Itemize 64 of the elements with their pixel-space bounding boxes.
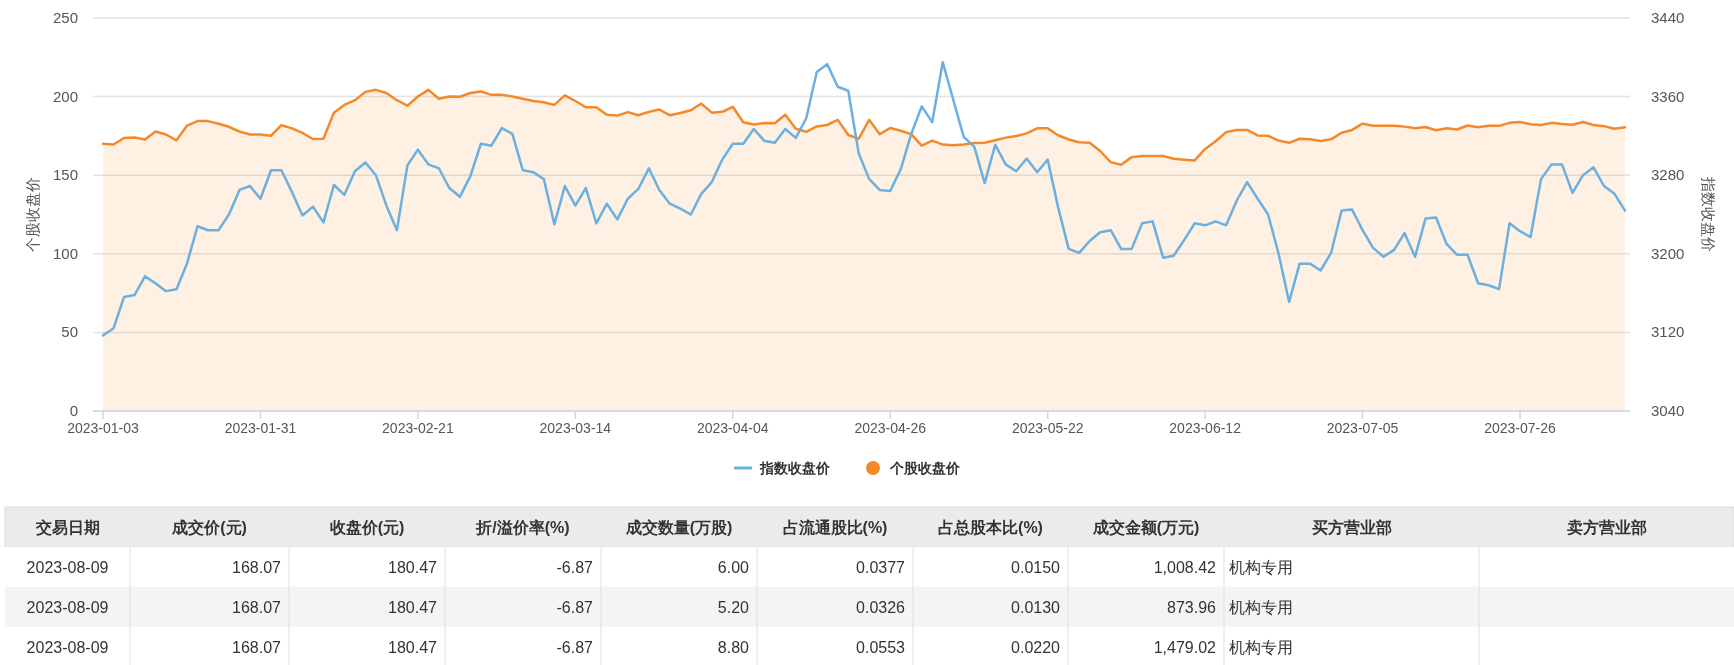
text: 168.07	[232, 639, 281, 656]
y2-tick-label: 3440	[1651, 9, 1685, 26]
legend-label: 指数收盘价	[759, 460, 831, 476]
x-tick-label: 2023-04-26	[854, 420, 927, 436]
text: 机构专用	[1229, 599, 1293, 616]
x-tick-label: 2023-07-26	[1484, 420, 1557, 436]
text: 0.0326	[856, 599, 905, 616]
y2-tick-label: 3120	[1651, 323, 1685, 341]
text: 1,479.02	[1153, 639, 1216, 656]
text: 8.80	[717, 639, 749, 656]
text: -6.87	[556, 639, 593, 656]
text: 6.00	[717, 559, 749, 576]
text: 0.0130	[1011, 599, 1060, 616]
y2-axis-title: 指数收盘价	[1700, 176, 1717, 252]
category-label: 成交价(元)	[171, 518, 247, 536]
y2-tick-label: 3040	[1651, 402, 1685, 419]
y-tick-label: 100	[52, 244, 78, 262]
category-label: 交易日期	[34, 518, 100, 536]
y-tick-label: 200	[52, 87, 78, 105]
text: 168.07	[232, 559, 281, 576]
category-label: 折/溢价率(%)	[475, 518, 570, 536]
category-label: 买方营业部	[1311, 518, 1392, 536]
y-tick-label: 150	[52, 166, 78, 184]
text: 0.0553	[856, 639, 905, 656]
text: 180.47	[388, 639, 437, 656]
y2-tick-label: 3360	[1651, 87, 1685, 105]
text: 873.96	[1167, 599, 1216, 616]
x-tick-label: 2023-06-12	[1169, 420, 1242, 436]
category-label: 成交金额(万元)	[1091, 518, 1200, 536]
x-tick-label: 2023-01-03	[67, 420, 140, 436]
category-label: 收盘价(元)	[329, 519, 405, 536]
x-tick-label: 2023-05-22	[1011, 420, 1084, 436]
text: 0.0220	[1011, 639, 1060, 656]
x-tick-label: 2023-03-14	[539, 420, 612, 436]
y2-tick-label: 3280	[1651, 166, 1685, 184]
legend-label: 个股收盘价	[889, 460, 961, 476]
text: -6.87	[556, 559, 593, 576]
y-tick-label: 50	[61, 323, 78, 341]
category-label: 成交数量(万股)	[624, 518, 733, 536]
text: 2023-08-09	[26, 599, 109, 616]
x-tick-label: 2023-04-04	[696, 420, 769, 436]
text: 0.0377	[856, 559, 905, 576]
text: -6.87	[556, 599, 593, 616]
y-axis-title: 个股收盘价	[24, 177, 41, 252]
text: 180.47	[388, 559, 437, 576]
text: 机构专用	[1229, 559, 1293, 576]
text: 0.0150	[1011, 559, 1060, 576]
x-tick-label: 2023-01-31	[224, 420, 297, 436]
text: 2023-08-09	[26, 639, 109, 656]
y2-tick-label: 3200	[1651, 244, 1685, 262]
x-tick-label: 2023-02-21	[382, 420, 454, 436]
text: 168.07	[232, 599, 281, 616]
line-series	[101, 60, 1627, 337]
text: 机构专用	[1229, 639, 1293, 656]
category-label: 占总股本比(%)	[938, 519, 1043, 536]
category-label: 卖方营业部	[1566, 518, 1647, 536]
category-label: 占流通股比(%)	[782, 518, 888, 536]
text: 1,008.42	[1153, 559, 1216, 576]
x-tick-label: 2023-07-05	[1326, 420, 1399, 436]
text: 2023-08-09	[26, 559, 109, 576]
y-tick-label: 0	[69, 402, 78, 419]
y-tick-label: 250	[52, 9, 78, 26]
text: 5.20	[717, 599, 749, 616]
text: 180.47	[388, 599, 437, 616]
